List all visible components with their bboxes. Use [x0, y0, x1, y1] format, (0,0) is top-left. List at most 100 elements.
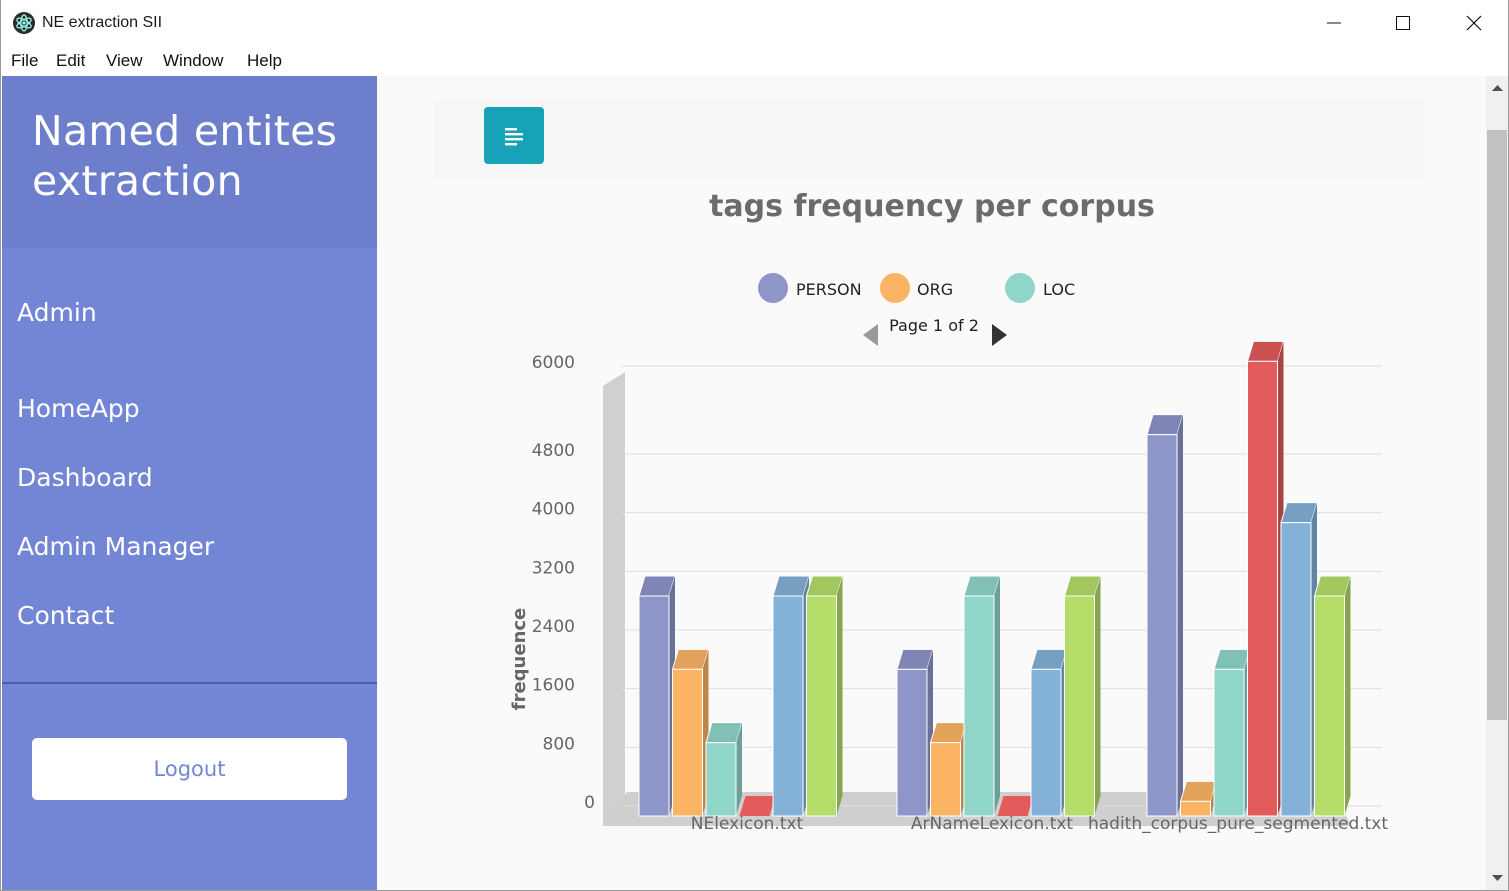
y-tick-label: 4800	[532, 441, 575, 461]
bar-front	[1280, 522, 1312, 817]
y-tick-label: 3200	[532, 558, 575, 578]
bar-side	[836, 576, 843, 816]
menu-view[interactable]: View	[106, 51, 143, 70]
legend-marker-person	[758, 273, 788, 303]
bar-top	[638, 575, 676, 597]
bar-top	[896, 648, 934, 670]
bar-person-1	[896, 648, 934, 817]
chart-title: tags frequency per corpus	[709, 189, 1155, 224]
bar-side	[1094, 576, 1101, 816]
legend-prev-page-icon[interactable]	[863, 324, 878, 346]
menu-file[interactable]: File	[11, 51, 39, 70]
y-tick-label: 1600	[532, 676, 575, 696]
close-button[interactable]	[1440, 0, 1508, 46]
title-bar: NE extraction SII	[0, 0, 1509, 46]
bar-front	[930, 742, 961, 817]
vertical-scrollbar[interactable]	[1486, 76, 1509, 891]
bar-top	[739, 796, 776, 816]
minimize-button[interactable]	[1300, 0, 1368, 46]
menu-edit[interactable]: Edit	[56, 51, 86, 70]
bar-series-3-1	[997, 796, 1034, 816]
legend-page-indicator: Page 1 of 2	[889, 316, 979, 335]
bar-side	[1344, 576, 1351, 816]
bar-side	[994, 576, 1000, 816]
bar-front	[1030, 668, 1062, 817]
legend-marker-org	[880, 273, 910, 303]
sidebar-item-contact[interactable]: Contact	[17, 601, 115, 630]
bar-org-1	[929, 722, 968, 817]
chart-side-wall	[603, 372, 625, 826]
bar-front	[1064, 595, 1095, 817]
legend-label-person[interactable]: PERSON	[796, 280, 862, 299]
bar-top	[997, 796, 1034, 816]
logout-button[interactable]: Logout	[32, 738, 347, 800]
menu-bar: File Edit View Window Help	[0, 46, 1509, 76]
menu-help[interactable]: Help	[247, 51, 282, 70]
menu-window[interactable]: Window	[163, 51, 224, 70]
sidebar: Named entites extraction Admin HomeApp D…	[2, 76, 377, 891]
bar-loc-2	[1213, 648, 1251, 817]
bar-loc-1	[963, 575, 1001, 817]
x-category-label: hadith_corpus_pure_segmented.txt	[1088, 814, 1388, 834]
bar-series-4-0	[772, 575, 810, 817]
bar-top	[1063, 575, 1102, 597]
bar-top	[963, 575, 1001, 597]
bar-top	[1030, 648, 1068, 670]
bar-front	[772, 595, 804, 817]
bar-org-2	[1179, 780, 1218, 817]
bar-person-2	[1146, 414, 1184, 817]
bar-top	[1179, 780, 1218, 802]
bar-front	[1146, 434, 1178, 817]
bar-top	[1246, 340, 1285, 362]
sidebar-item-admin-manager[interactable]: Admin Manager	[17, 532, 215, 561]
sidebar-item-admin[interactable]: Admin	[17, 298, 97, 327]
bar-front	[896, 668, 928, 817]
bar-series-5-2	[1313, 575, 1352, 817]
minimize-icon	[1327, 22, 1341, 24]
scrollbar-thumb[interactable]	[1487, 130, 1507, 720]
maximize-icon	[1396, 16, 1410, 30]
app-name-heading: Named entites extraction	[32, 107, 338, 205]
bar-top	[705, 722, 743, 744]
legend-label-org[interactable]: ORG	[917, 280, 953, 299]
bar-front	[672, 668, 703, 817]
bar-series-3-0	[739, 796, 776, 816]
legend-marker-loc	[1005, 273, 1035, 303]
bar-front	[638, 595, 670, 817]
window-title: NE extraction SII	[42, 14, 163, 31]
maximize-button[interactable]	[1369, 0, 1437, 46]
sidebar-item-dashboard[interactable]: Dashboard	[17, 463, 153, 492]
bar-series-4-1	[1030, 648, 1068, 817]
bar-front	[806, 595, 837, 817]
x-category-label: NElexicon.txt	[691, 814, 804, 834]
bar-front	[963, 595, 995, 817]
bar-top	[1313, 575, 1352, 597]
align-left-icon	[505, 127, 523, 145]
bar-side	[736, 722, 742, 816]
sidebar-header: Named entites extraction	[2, 76, 377, 248]
bar-series-5-0	[805, 575, 844, 817]
electron-app-icon	[13, 12, 35, 34]
sidebar-toggle-button[interactable]	[484, 107, 544, 164]
legend-next-page-icon[interactable]	[992, 324, 1007, 346]
bar-org-0	[671, 648, 710, 817]
bar-top	[671, 648, 710, 670]
sidebar-item-homeapp[interactable]: HomeApp	[17, 394, 140, 423]
bar-series-3-2	[1246, 340, 1285, 817]
bar-top	[929, 722, 968, 744]
bar-top	[1213, 648, 1251, 670]
bar-chart: 0 800 1600 2400 3200 4000 4800 6000 NElexicon.tx…	[509, 189, 1388, 834]
legend-label-loc[interactable]: LOC	[1043, 280, 1075, 299]
close-icon	[1466, 15, 1482, 31]
top-navbar	[434, 100, 1424, 178]
y-axis-label: frequence	[509, 608, 530, 711]
bar-loc-0	[705, 722, 743, 817]
bar-top	[1280, 502, 1318, 524]
bar-series-4-2	[1280, 502, 1318, 817]
scroll-down-arrow-icon[interactable]	[1492, 874, 1503, 882]
bar-person-0	[638, 575, 676, 817]
scroll-up-arrow-icon[interactable]	[1492, 84, 1503, 92]
bar-side	[1177, 414, 1183, 816]
y-tick-label: 0	[584, 793, 595, 813]
sidebar-divider	[2, 682, 377, 684]
